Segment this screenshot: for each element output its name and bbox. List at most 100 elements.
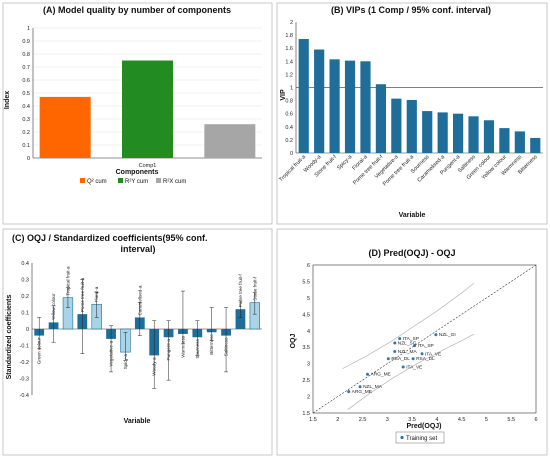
confidence-band-lower [347, 333, 475, 410]
bar-label: Floral-a [94, 286, 99, 302]
legend-swatch [80, 178, 85, 183]
panel-b-xlabel: Variable [399, 212, 426, 219]
y-tick-label: 3.5 [302, 345, 310, 351]
point-label: RSA_DL [416, 356, 435, 362]
bar-qcum [39, 96, 91, 158]
bar-label: Saltiness [224, 337, 229, 356]
point-label: ITA_VE [406, 364, 422, 370]
panel-c-ylabel: Standardized coefficients [6, 294, 13, 379]
y-tick-label: 1.4 [285, 59, 293, 65]
y-tick-label: 0.8 [22, 52, 30, 58]
point-label: NZL_MA [363, 384, 383, 390]
y-tick-label: 0.2 [285, 138, 293, 144]
bar-label: Tropical fruit-a [65, 266, 70, 296]
y-tick-label: 0.6 [22, 78, 30, 84]
panel-a-xlabel: Components [116, 169, 159, 176]
y-tick-label: 0.8 [285, 99, 293, 105]
vip-bar [375, 84, 387, 153]
panel-c-title-line1: (C) OQJ / Standardized coefficients(95% … [12, 233, 208, 243]
bar-label: Warmness [180, 335, 185, 357]
point-label: ARG_ME [352, 389, 372, 395]
panel-c-frame [2, 228, 273, 456]
bar-rxcum [204, 124, 256, 158]
vip-bar [468, 116, 479, 153]
vip-bar [483, 120, 495, 153]
legend-entry: Q² cum [87, 179, 107, 185]
data-point [434, 333, 438, 337]
legend-marker [400, 435, 404, 440]
data-point [386, 357, 390, 361]
bar-label: Pome tree fruit-a [80, 277, 85, 312]
y-tick-label: 0.7 [22, 65, 30, 71]
y-tick-label: 0.3 [21, 278, 29, 284]
panel-a-title: (A) Model quality by number of component… [43, 5, 231, 15]
y-tick-label: 0.4 [21, 261, 29, 267]
x-tick-label: 4.5 [458, 417, 466, 423]
panel-d-frame [276, 228, 548, 456]
panel-c-xlabel: Variable [124, 418, 151, 425]
x-tick-label: 2.5 [359, 417, 367, 423]
y-tick-label: 1.6 [285, 46, 293, 52]
y-tick-label: 5 [307, 296, 310, 302]
y-tick-label: 1 [27, 26, 30, 32]
bar-label: Stone fruit-f [252, 276, 257, 300]
point-label: NZL_MA [398, 349, 418, 355]
x-tick-label: 3.5 [408, 417, 416, 423]
point-label: ARG_ME [371, 372, 391, 378]
bar-rycum [122, 60, 173, 158]
vip-bar [437, 112, 448, 153]
panel-d-title: (D) Pred(OQJ) - OQJ [368, 248, 455, 258]
x-tick-label: 3 [386, 417, 389, 423]
y-tick-label: 0.3 [22, 117, 30, 123]
y-tick-label: 0.2 [21, 294, 29, 300]
panel-d-plot: 1.5 2 2.5 3 3.5 4 4.5 5 5.5 6 1.5 2 2.5 3 3.5 4 4.5 5 5.5 6… [302, 263, 537, 423]
panel-a-legend: Q² cum R²Y cum R²X cum [80, 178, 186, 185]
bar-label: Woody-a [152, 357, 157, 376]
bar-label: Green colour [37, 337, 42, 364]
identity-line [312, 264, 537, 414]
vip-bar [452, 113, 464, 153]
y-tick-label: 3 [307, 362, 310, 368]
y-tick-label: 0.6 [285, 112, 293, 118]
y-tick-label: -0.2 [20, 360, 29, 366]
vip-bar [344, 60, 356, 153]
point-label: NZL_SG [398, 340, 417, 346]
panel-d-ylabel: OQJ [290, 334, 297, 349]
panel-b-title: (B) VIPs (1 Comp / 95% conf. interval) [331, 5, 491, 15]
y-tick-label: 0 [290, 151, 293, 157]
data-point [393, 341, 397, 345]
x-tick-label: Comp1 [139, 163, 157, 169]
bar-label: Spicy-a [123, 354, 128, 370]
point-label: ITA_VE [425, 351, 441, 357]
x-tick-label: 2 [336, 417, 339, 423]
panel-d-legend: Training set [395, 431, 445, 444]
y-tick-label: 0 [27, 156, 30, 162]
x-tick-label: 4 [435, 417, 438, 423]
bar-label: Pungent-a [166, 339, 171, 361]
y-tick-label: -0.1 [20, 344, 29, 350]
y-tick-label: 5.5 [302, 279, 310, 285]
bar-label: Vegetative-a [109, 340, 114, 366]
plot-area [312, 264, 537, 414]
panel-b-ylabel: VIP [280, 89, 287, 101]
data-point [411, 357, 415, 361]
y-tick-label: 1.2 [285, 72, 293, 78]
y-tick-label: 1.5 [302, 411, 310, 417]
y-tick-label: 1.8 [285, 33, 293, 39]
y-tick-label: 6 [307, 263, 310, 269]
point-label: RSA_DL [391, 356, 410, 362]
x-tick-label: 1.5 [309, 417, 317, 423]
panel-c-title-line2: interval) [120, 244, 155, 254]
vip-bar [422, 111, 433, 153]
x-tick-label: 5 [485, 417, 488, 423]
data-point [366, 372, 370, 376]
vip-bar [391, 98, 402, 153]
data-point [358, 385, 362, 389]
vip-bar [314, 49, 325, 154]
data-point [413, 344, 417, 348]
y-tick-label: -0.3 [20, 377, 29, 383]
data-point [393, 349, 397, 353]
data-point [398, 337, 402, 341]
y-tick-label: 0.4 [285, 125, 293, 131]
